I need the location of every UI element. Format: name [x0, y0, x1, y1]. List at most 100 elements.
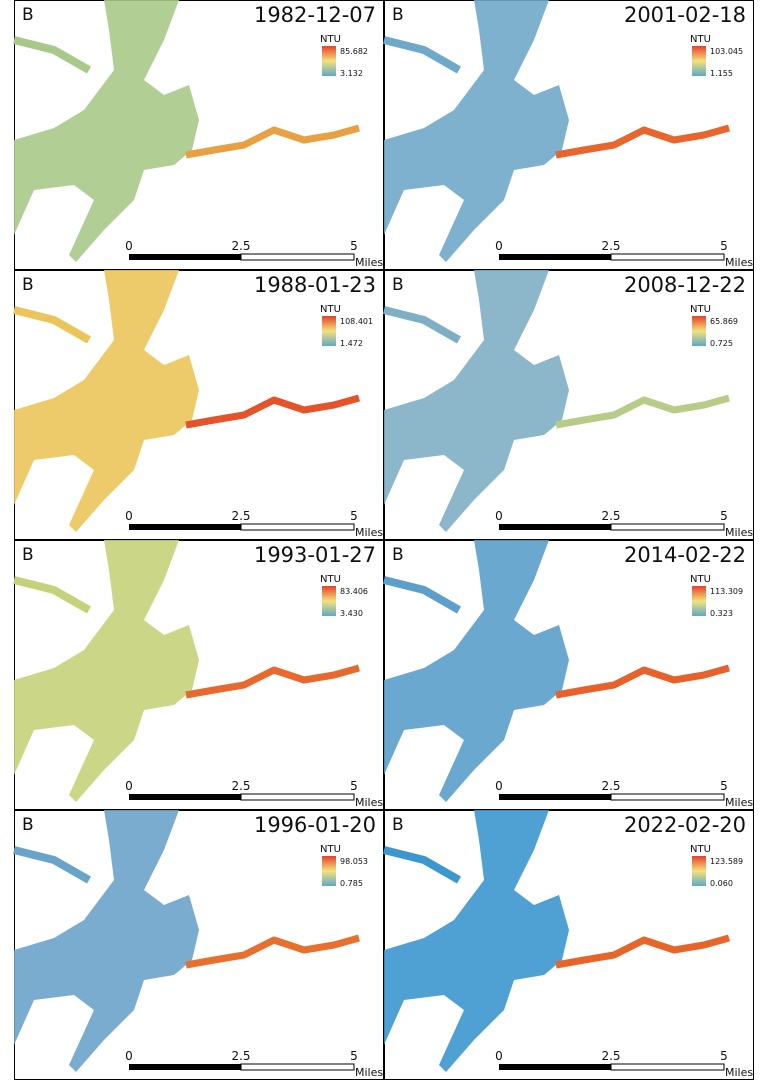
legend-max: 108.401 [340, 317, 373, 326]
date: 2001-02-18 [624, 3, 746, 27]
scale-unit: Miles [355, 256, 383, 269]
legend-min: 0.323 [710, 609, 733, 618]
scale-unit: Miles [355, 1066, 383, 1079]
scale-bar-white [241, 1064, 354, 1070]
legend-gradient [322, 46, 336, 76]
legend-max: 98.053 [340, 857, 368, 866]
scale-label: 2.5 [231, 239, 250, 253]
scale-label: 0 [495, 779, 503, 793]
scale-unit: Miles [725, 1066, 753, 1079]
legend-gradient [692, 856, 706, 886]
panel-label: B [22, 545, 34, 565]
scale-label: 2.5 [231, 1049, 250, 1063]
legend-min: 1.155 [710, 69, 733, 78]
scale-label: 5 [350, 239, 358, 253]
scale-label: 2.5 [601, 239, 620, 253]
scale-label: 2.5 [601, 509, 620, 523]
date: 2008-12-22 [624, 273, 746, 297]
scale-bar-black [499, 794, 611, 800]
scale-bar-white [611, 1064, 724, 1070]
scale-label: 5 [720, 239, 728, 253]
panel-label: B [392, 275, 404, 295]
scale-bar-black [499, 1064, 611, 1070]
legend-title: NTU [690, 304, 711, 315]
legend-min: 3.430 [340, 609, 363, 618]
map-panel: B 2008-12-22 NTU 65.869 0.725 0 2.5 5 Miles [384, 270, 754, 540]
scale-label: 2.5 [601, 779, 620, 793]
legend-max: 65.869 [710, 317, 738, 326]
scale-label: 2.5 [231, 509, 250, 523]
scale-bar-black [129, 254, 241, 260]
scale-label: 0 [125, 1049, 133, 1063]
scale-unit: Miles [355, 526, 383, 539]
legend-max: 123.589 [710, 857, 743, 866]
legend-title: NTU [320, 304, 341, 315]
panel-label: B [392, 815, 404, 835]
legend-title: NTU [690, 34, 711, 45]
scale-label: 5 [720, 1049, 728, 1063]
scale-bar-black [129, 794, 241, 800]
legend-max: 83.406 [340, 587, 368, 596]
scale-unit: Miles [725, 526, 753, 539]
scale-label: 5 [350, 779, 358, 793]
date: 1988-01-23 [254, 273, 376, 297]
legend-gradient [692, 586, 706, 616]
legend-min: 1.472 [340, 339, 363, 348]
legend-title: NTU [320, 34, 341, 45]
panel-label: B [22, 5, 34, 25]
legend-gradient [322, 586, 336, 616]
maps: B 1982-12-07 NTU 85.682 3.132 0 2.5 5 Miles B 2001… [0, 0, 760, 1080]
date: 1996-01-20 [254, 813, 376, 837]
date: 2022-02-20 [624, 813, 746, 837]
legend-min: 0.060 [710, 879, 733, 888]
scale-label: 5 [350, 509, 358, 523]
date: 1982-12-07 [254, 3, 376, 27]
scale-label: 5 [350, 1049, 358, 1063]
legend-gradient [692, 316, 706, 346]
date: 1993-01-27 [254, 543, 376, 567]
map-panel: B 1996-01-20 NTU 98.053 0.785 0 2.5 5 Miles [14, 810, 384, 1080]
legend-min: 0.725 [710, 339, 733, 348]
scale-bar-black [499, 254, 611, 260]
legend-gradient [322, 856, 336, 886]
scale-label: 0 [495, 1049, 503, 1063]
scale-label: 0 [495, 509, 503, 523]
scale-label: 0 [125, 509, 133, 523]
legend-max: 85.682 [340, 47, 368, 56]
scale-label: 2.5 [601, 1049, 620, 1063]
scale-label: 2.5 [231, 779, 250, 793]
scale-label: 5 [720, 779, 728, 793]
map-panel: B 1988-01-23 NTU 108.401 1.472 0 2.5 5 Miles [14, 270, 384, 540]
scale-bar-white [611, 524, 724, 530]
scale-unit: Miles [725, 796, 753, 809]
scale-unit: Miles [355, 796, 383, 809]
scale-label: 0 [495, 239, 503, 253]
panel-label: B [392, 545, 404, 565]
legend-min: 3.132 [340, 69, 363, 78]
legend-title: NTU [320, 574, 341, 585]
scale-label: 5 [720, 509, 728, 523]
legend-title: NTU [690, 844, 711, 855]
scale-bar-white [241, 254, 354, 260]
map-panel: B 1982-12-07 NTU 85.682 3.132 0 2.5 5 Miles [14, 0, 384, 270]
map-panel: B 1993-01-27 NTU 83.406 3.430 0 2.5 5 Miles [14, 540, 384, 810]
legend-gradient [692, 46, 706, 76]
legend-title: NTU [320, 844, 341, 855]
map-panel: B 2022-02-20 NTU 123.589 0.060 0 2.5 5 Miles [384, 810, 754, 1080]
legend-min: 0.785 [340, 879, 363, 888]
scale-bar-black [499, 524, 611, 530]
legend-max: 103.045 [710, 47, 743, 56]
scale-bar-white [241, 794, 354, 800]
scale-label: 0 [125, 779, 133, 793]
map-grid: B 1982-12-07 NTU 85.682 3.132 0 2.5 5 Miles B 2001… [0, 0, 760, 1080]
scale-label: 0 [125, 239, 133, 253]
legend-max: 113.309 [710, 587, 743, 596]
panel-label: B [22, 815, 34, 835]
panel-label: B [22, 275, 34, 295]
scale-unit: Miles [725, 256, 753, 269]
legend-gradient [322, 316, 336, 346]
legend-title: NTU [690, 574, 711, 585]
scale-bar-white [241, 524, 354, 530]
